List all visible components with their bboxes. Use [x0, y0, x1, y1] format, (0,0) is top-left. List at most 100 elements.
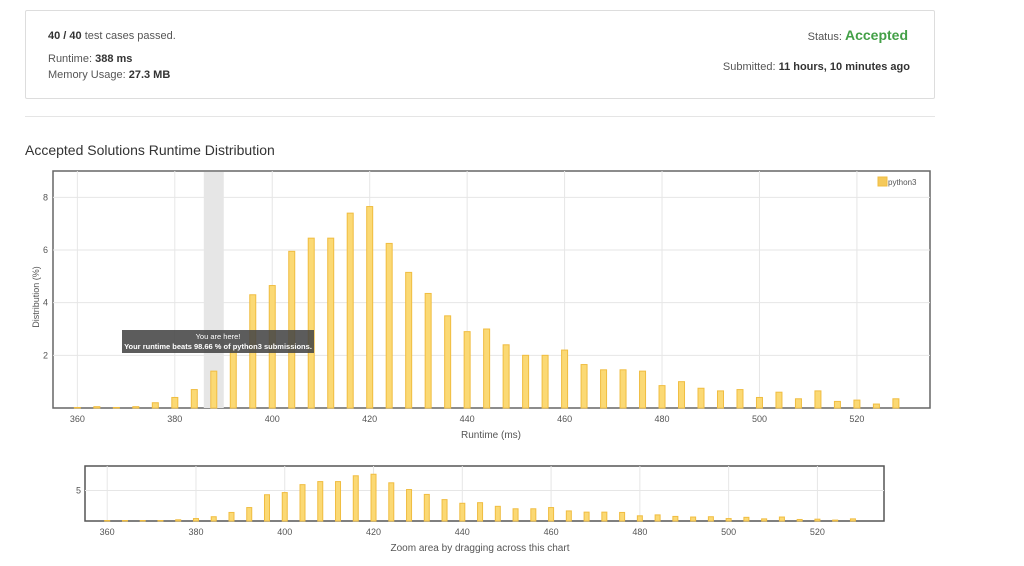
runtime-bar[interactable]	[502, 344, 510, 409]
runtime-bar[interactable]	[335, 481, 342, 522]
runtime-bar[interactable]	[210, 370, 218, 409]
runtime-bar[interactable]	[424, 292, 432, 409]
runtime-bar[interactable]	[601, 511, 608, 522]
runtime-bar[interactable]	[73, 406, 81, 409]
runtime-bar[interactable]	[346, 212, 354, 409]
runtime-bar[interactable]	[444, 315, 452, 409]
x-tick-label: 400	[277, 527, 292, 537]
runtime-bar[interactable]	[370, 473, 377, 522]
runtime-bar[interactable]	[494, 505, 501, 522]
runtime-bar[interactable]	[778, 516, 785, 522]
runtime-bar[interactable]	[755, 396, 763, 409]
runtime-bar[interactable]	[246, 507, 253, 522]
runtime-bar[interactable]	[580, 364, 588, 409]
runtime-bar[interactable]	[853, 399, 861, 409]
runtime-bar[interactable]	[463, 331, 471, 409]
runtime-bar[interactable]	[833, 400, 841, 409]
runtime-bar[interactable]	[775, 391, 783, 409]
runtime-bar[interactable]	[423, 493, 430, 522]
legend[interactable]: python3	[877, 176, 917, 187]
runtime-bar[interactable]	[366, 206, 374, 409]
runtime-bar[interactable]	[93, 406, 101, 409]
runtime-bar[interactable]	[139, 520, 146, 522]
runtime-bar[interactable]	[832, 519, 839, 522]
runtime-bar[interactable]	[672, 515, 679, 522]
runtime-bar[interactable]	[872, 403, 880, 409]
tooltip-body: Your runtime beats 98.66 % of python3 su…	[124, 342, 312, 351]
runtime-bar[interactable]	[388, 482, 395, 522]
submission-summary: 40 / 40 test cases passed. Runtime: 388 …	[25, 10, 935, 99]
runtime-bar[interactable]	[327, 237, 335, 409]
runtime-bar[interactable]	[522, 354, 530, 409]
runtime-bar[interactable]	[477, 502, 484, 522]
runtime-bar[interactable]	[385, 242, 393, 409]
runtime-bar[interactable]	[600, 369, 608, 409]
runtime-bar[interactable]	[658, 385, 666, 409]
runtime-bar[interactable]	[210, 516, 217, 522]
runtime-bar[interactable]	[743, 516, 750, 522]
runtime-bar[interactable]	[263, 494, 270, 522]
runtime-bar[interactable]	[228, 511, 235, 522]
runtime-bar[interactable]	[541, 354, 549, 409]
runtime-bar[interactable]	[678, 381, 686, 409]
runtime-bar[interactable]	[814, 390, 822, 409]
runtime-bar[interactable]	[317, 481, 324, 522]
runtime-bar[interactable]	[892, 398, 900, 409]
runtime-bar[interactable]	[796, 518, 803, 522]
runtime-bar[interactable]	[561, 349, 569, 409]
x-tick-label: 380	[167, 414, 182, 424]
runtime-bar[interactable]	[483, 328, 491, 409]
runtime-bar[interactable]	[192, 518, 199, 522]
runtime-bar[interactable]	[121, 520, 128, 522]
runtime-bar[interactable]	[229, 349, 237, 409]
memory-usage-info: Memory Usage: 27.3 MB	[48, 69, 171, 81]
runtime-bar[interactable]	[654, 514, 661, 522]
y-tick-label: 8	[43, 192, 48, 202]
legend-swatch	[877, 176, 888, 187]
runtime-bar[interactable]	[307, 237, 315, 409]
runtime-bar[interactable]	[725, 518, 732, 522]
runtime-bar[interactable]	[459, 502, 466, 522]
runtime-bar[interactable]	[794, 398, 802, 409]
runtime-bar[interactable]	[132, 406, 140, 409]
runtime-bar[interactable]	[441, 499, 448, 522]
y-tick-label: 6	[43, 245, 48, 255]
runtime-bar[interactable]	[849, 518, 856, 522]
runtime-bar[interactable]	[352, 475, 359, 522]
runtime-bar[interactable]	[814, 518, 821, 522]
runtime-distribution-chart[interactable]: 360 380 400 420 440 460 480 500 520 2 4 6 8 Runtime…	[31, 170, 931, 441]
runtime-bar[interactable]	[707, 516, 714, 522]
runtime-bar[interactable]	[736, 389, 744, 409]
runtime-bar[interactable]	[636, 515, 643, 522]
x-tick-label: 460	[544, 527, 559, 537]
runtime-bar[interactable]	[530, 508, 537, 522]
runtime-bar[interactable]	[171, 396, 179, 409]
runtime-bar[interactable]	[281, 492, 288, 522]
runtime-bar[interactable]	[690, 516, 697, 522]
runtime-bar[interactable]	[639, 370, 647, 409]
runtime-bar[interactable]	[299, 484, 306, 522]
runtime-bar[interactable]	[288, 250, 296, 409]
runtime-bar[interactable]	[583, 511, 590, 522]
runtime-bar[interactable]	[175, 519, 182, 522]
runtime-bar[interactable]	[104, 520, 111, 522]
runtime-bar[interactable]	[565, 510, 572, 522]
submitted-info: Submitted: 11 hours, 10 minutes ago	[722, 61, 910, 73]
runtime-bar[interactable]	[619, 369, 627, 409]
runtime-bar[interactable]	[548, 507, 555, 522]
runtime-bar[interactable]	[151, 402, 159, 409]
runtime-bar[interactable]	[619, 511, 626, 522]
y-tick-label: 4	[43, 298, 48, 308]
x-tick-label: 440	[460, 414, 475, 424]
runtime-bar[interactable]	[112, 406, 120, 409]
runtime-bar[interactable]	[157, 520, 164, 522]
runtime-bar[interactable]	[716, 390, 724, 409]
runtime-bar[interactable]	[405, 271, 413, 409]
runtime-bar[interactable]	[190, 389, 198, 409]
runtime-bar[interactable]	[406, 489, 413, 522]
zoom-navigator-chart[interactable]: 360 380 400 420 440 460 480 500 520 5 Zoom area …	[76, 465, 885, 554]
runtime-bar[interactable]	[697, 387, 705, 409]
runtime-bar[interactable]	[761, 518, 768, 522]
runtime-bar[interactable]	[512, 508, 519, 522]
